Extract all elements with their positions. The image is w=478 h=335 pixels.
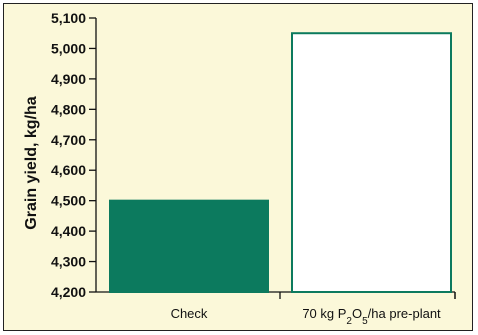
y-tick-label: 4,900	[51, 71, 86, 87]
y-tick-label: 4,200	[51, 284, 86, 300]
bars	[109, 32, 452, 294]
y-tick-label: 4,700	[51, 132, 86, 148]
bar-2	[291, 32, 452, 293]
y-tick-label: 4,600	[51, 162, 86, 178]
y-tick-label: 5,100	[51, 10, 86, 26]
x-tick-label: 70 kg P2O5/ha pre-plant	[302, 306, 441, 327]
y-tick-label: 4,500	[51, 193, 86, 209]
y-axis-title: Grain yield, kg/ha	[23, 96, 40, 229]
y-tick-label: 4,300	[51, 254, 86, 270]
x-tick-label: Check	[171, 306, 208, 321]
x-axis: Check 70 kg P2O5/ha pre-plant	[96, 291, 456, 327]
y-tick-label: 4,400	[51, 223, 86, 239]
y-axis: 4,200 4,300 4,400 4,500 4,600 4,700 4,800 4,900…	[51, 10, 97, 300]
y-tick-label: 4,800	[51, 101, 86, 117]
bar-1	[109, 199, 269, 294]
y-tick-label: 5,000	[51, 40, 86, 56]
